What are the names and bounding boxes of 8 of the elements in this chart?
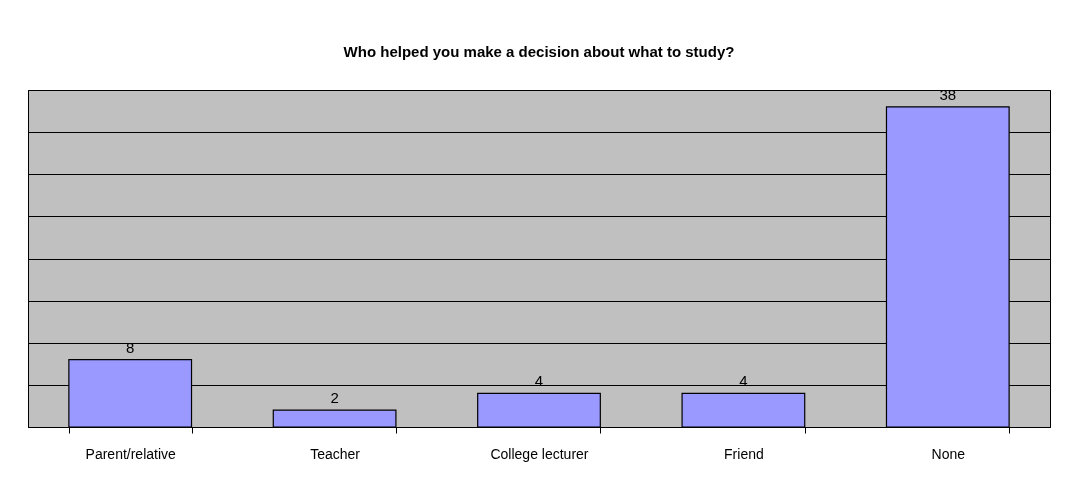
x-tick-label: Parent/relative (85, 445, 177, 462)
data-label: 2 (330, 389, 339, 407)
x-tick-label: College lecturer (490, 445, 589, 462)
x-tick-label: None (931, 445, 966, 462)
data-label: 4 (534, 372, 544, 390)
x-tick-label: Teacher (310, 445, 361, 462)
chart-title: Who helped you make a decision about what to study? (343, 42, 735, 60)
x-tick-label: Friend (724, 445, 764, 462)
